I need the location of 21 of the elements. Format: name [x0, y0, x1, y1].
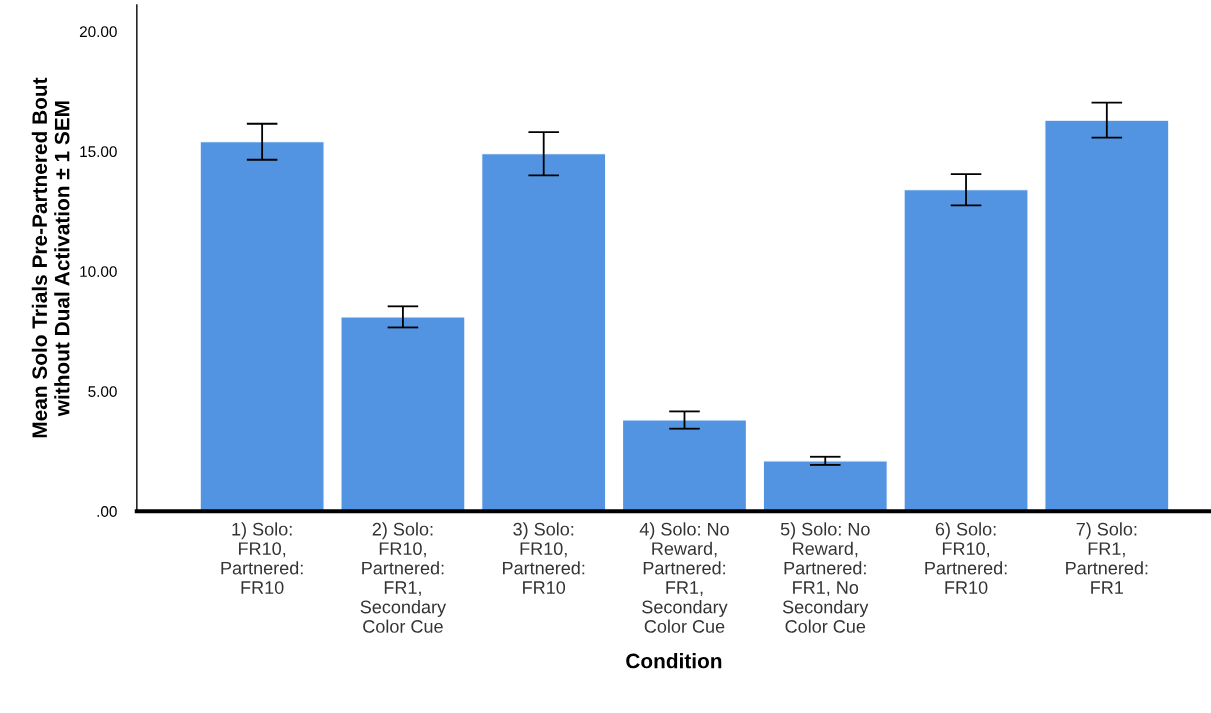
x-tick-label: 4) Solo: No Reward, Partnered: FR1, Secondary Color Cue [639, 522, 729, 633]
y-tick-label: 5.00 [88, 386, 117, 397]
bar [481, 153, 607, 512]
x-axis-title: Condition [626, 653, 722, 669]
y-axis-title: Mean Solo Trials Pre-Partnered Bout without Dual Activation ± 1 SEM [31, 77, 70, 438]
bar [621, 419, 747, 512]
y-tick-label: 15.00 [80, 146, 117, 158]
y-tick-label: .00 [97, 506, 117, 517]
x-tick-label: 6) Solo: FR10, Partnered: FR10 [925, 522, 1007, 594]
x-tick-label: 1) Solo: FR10, Partnered: FR10 [221, 522, 303, 594]
x-tick-label: 2) Solo: FR10, Partnered: FR1, Secondary Color Cue [360, 522, 447, 633]
bar [903, 189, 1029, 512]
x-tick-label: 3) Solo: FR10, Partnered: FR10 [503, 522, 585, 594]
x-tick-label: 5) Solo: No Reward, Partnered: FR1, No Secondary Color Cue [780, 522, 870, 633]
bar [199, 141, 325, 512]
bar [762, 460, 888, 512]
y-tick-label: 20.00 [79, 26, 117, 38]
bar [340, 316, 466, 512]
bar [1044, 119, 1170, 512]
x-tick-label: 7) Solo: FR1, Partnered: FR1 [1066, 522, 1148, 594]
y-tick-label: 10.00 [80, 266, 117, 277]
